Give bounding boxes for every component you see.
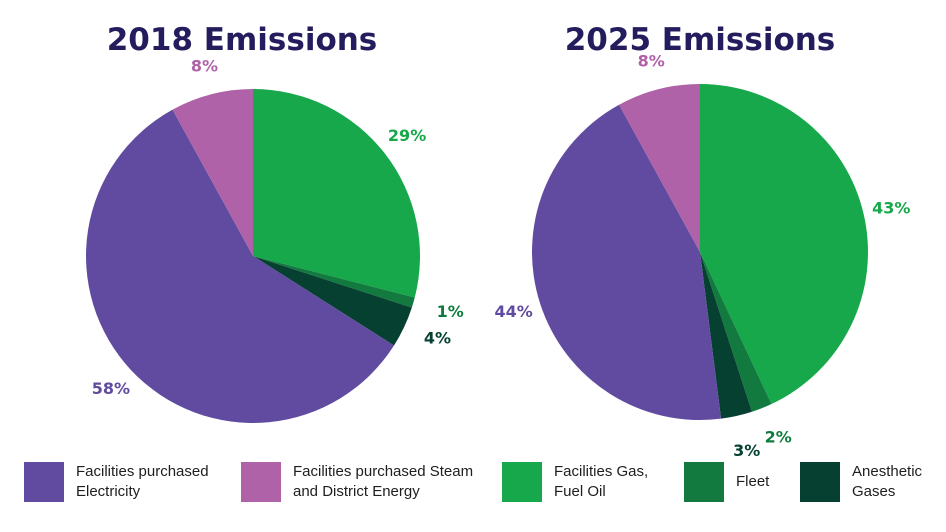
legend-label: Fleet xyxy=(736,473,770,490)
pie-data-label-0-0: 29% xyxy=(388,126,426,145)
legend-item-steam: Facilities purchased Steam and District … xyxy=(241,462,493,502)
pie-data-label-0-1: 1% xyxy=(437,302,464,321)
legend-swatch xyxy=(241,462,281,502)
legend-label: Anesthetic Gases xyxy=(852,463,923,500)
pie-slice-0-0 xyxy=(253,89,420,298)
legend-item-gas: Facilities Gas, Fuel Oil xyxy=(502,462,754,502)
legend-swatch xyxy=(800,462,840,502)
legend-item-electricity: Facilities purchased Electricity xyxy=(24,462,276,502)
legend: Facilities purchased Electricity Facilit… xyxy=(0,462,946,522)
legend-swatch xyxy=(684,462,724,502)
pie-data-label-0-2: 4% xyxy=(424,329,451,348)
chart-title-2025: 2025 Emissions xyxy=(564,22,836,58)
legend-label: Facilities Gas, Fuel Oil xyxy=(554,463,649,500)
legend-item-anesthetic: Anesthetic Gases xyxy=(800,462,946,502)
legend-swatch xyxy=(24,462,64,502)
pie-slice-0-1 xyxy=(253,256,415,308)
pie-data-label-0-4: 8% xyxy=(191,57,218,76)
pie-slice-0-4 xyxy=(172,89,253,256)
pie-slice-0-3 xyxy=(86,109,395,423)
pie-slice-0-2 xyxy=(253,256,412,346)
legend-swatch xyxy=(502,462,542,502)
legend-label: Facilities purchased Steam and District … xyxy=(293,463,474,500)
legend-item-fleet: Fleet xyxy=(684,462,796,502)
legend-label: Facilities purchased Electricity xyxy=(76,463,209,500)
pie-chart-2018: 29% 1% 4% 58% 8% xyxy=(86,57,464,423)
pie-data-label-0-3: 58% xyxy=(92,379,130,398)
chart-title-2018: 2018 Emissions xyxy=(106,22,378,58)
